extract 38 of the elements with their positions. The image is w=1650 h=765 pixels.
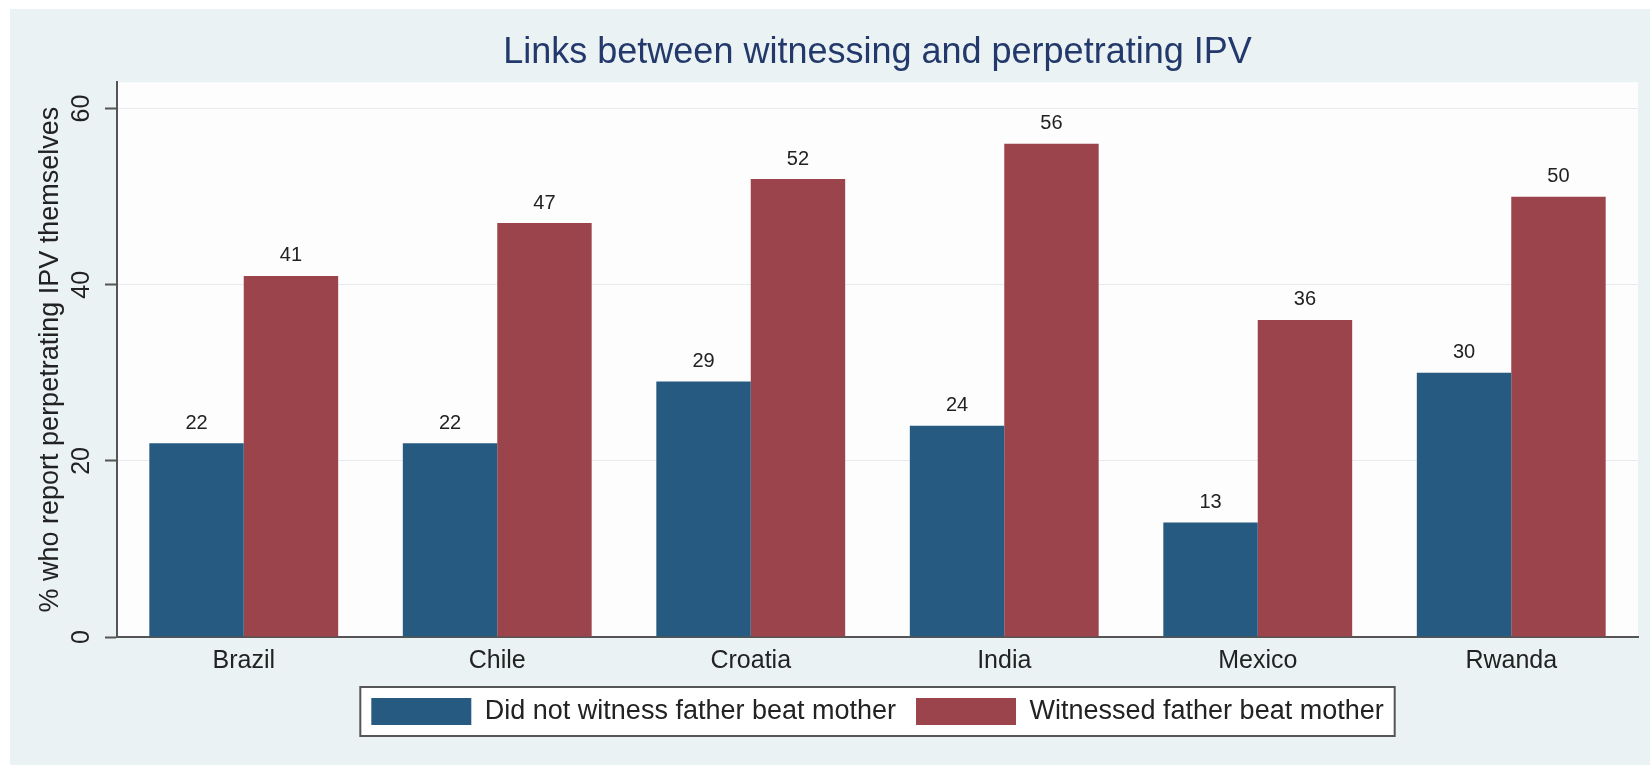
bar: [909, 425, 1005, 637]
data-label: 29: [692, 349, 715, 372]
y-tick-label: 60: [65, 94, 94, 123]
x-tick-label: Mexico: [1218, 644, 1298, 673]
x-tick-label: Croatia: [710, 644, 792, 673]
y-axis-title: % who report perpetrating IPV themselves: [33, 106, 64, 613]
legend-label: Did not witness father beat mother: [484, 694, 897, 725]
data-label: 47: [533, 190, 556, 213]
x-tick-label: Brazil: [212, 644, 276, 673]
data-label: 13: [1199, 490, 1222, 513]
bar: [402, 443, 498, 637]
bar: [1163, 522, 1258, 637]
y-tick-label: 0: [65, 630, 94, 644]
y-tick-label: 40: [65, 270, 94, 299]
bar: [1004, 143, 1099, 637]
bar: [1511, 196, 1606, 637]
bar: [149, 443, 244, 637]
data-label: 24: [945, 393, 969, 416]
data-label: 30: [1452, 340, 1476, 363]
x-tick-label: Chile: [468, 644, 526, 673]
bar: [750, 179, 846, 637]
data-label: 50: [1547, 164, 1570, 187]
data-label: 41: [279, 243, 303, 266]
bar: [656, 381, 751, 637]
data-label: 56: [1040, 111, 1063, 134]
x-tick-label: India: [977, 644, 1032, 673]
chart-title: Links between witnessing and perpetrating IPV: [503, 29, 1252, 71]
bar: [1257, 319, 1353, 637]
bar: [1416, 372, 1512, 637]
legend-label: Witnessed father beat mother: [1029, 694, 1384, 725]
x-tick-label: Rwanda: [1465, 644, 1558, 673]
bar: [497, 223, 592, 637]
data-label: 22: [185, 410, 208, 433]
data-label: 22: [438, 410, 462, 433]
data-label: 52: [786, 146, 810, 169]
data-label: 36: [1293, 287, 1317, 310]
y-tick-label: 20: [65, 446, 94, 475]
bar: [243, 275, 339, 637]
